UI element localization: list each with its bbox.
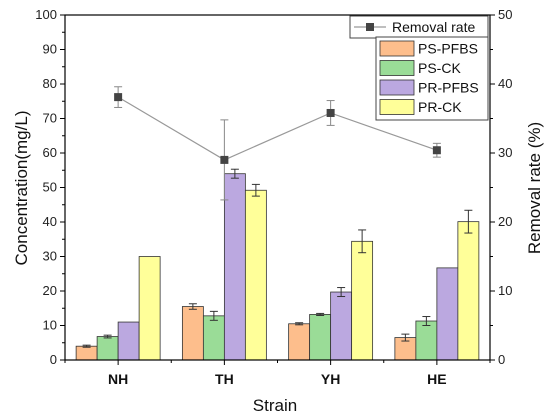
y-axis-title-left: Concentration(mg/L) (12, 111, 31, 266)
bar (181, 306, 204, 361)
x-tick-label: TH (215, 371, 234, 387)
legend-swatch (379, 99, 415, 115)
removal-rate-line-group (114, 86, 441, 201)
legend-label: Removal rate (392, 19, 475, 35)
bar (117, 321, 140, 361)
y-axis-title-right: Removal rate (%) (525, 122, 544, 254)
legend-swatch (379, 60, 415, 76)
legend-label: PS-CK (418, 60, 461, 76)
removal-rate-point (432, 146, 441, 155)
y-tick-label-right: 40 (498, 76, 512, 91)
bar (351, 240, 374, 361)
bar (309, 314, 332, 361)
legend-swatch (379, 40, 415, 57)
legend-line-marker (366, 23, 374, 31)
y-tick-label-left: 30 (43, 249, 57, 264)
bar (415, 320, 438, 361)
bar (75, 345, 98, 361)
y-tick-label-left: 90 (43, 42, 57, 57)
bar (330, 291, 353, 361)
legend-label: PR-CK (418, 99, 462, 115)
y-tick-label-right: 50 (498, 7, 512, 22)
x-tick-label: YH (321, 371, 340, 387)
removal-rate-point (220, 155, 229, 164)
y-tick-label-right: 30 (498, 145, 512, 160)
legend-swatch (379, 79, 415, 96)
y-tick-label-right: 20 (498, 214, 512, 229)
bar (436, 267, 459, 361)
y-tick-label-left: 80 (43, 76, 57, 91)
bar (244, 189, 267, 361)
bar (96, 336, 119, 361)
y-tick-label-left: 10 (43, 318, 57, 333)
y-tick-label-left: 40 (43, 214, 57, 229)
legend-label: PS-PFBS (418, 41, 478, 57)
removal-rate-line (117, 96, 438, 161)
bar (138, 256, 161, 361)
bar (457, 221, 480, 361)
y-tick-label-left: 100 (35, 7, 57, 22)
y-tick-label-left: 70 (43, 111, 57, 126)
bar (223, 173, 246, 361)
removal-rate-point (114, 93, 123, 102)
y-tick-label-left: 20 (43, 283, 57, 298)
bar (202, 315, 225, 361)
x-tick-label: HE (427, 371, 446, 387)
removal-rate-point (326, 108, 335, 117)
x-tick-label: NH (108, 371, 128, 387)
bar-group (75, 168, 480, 361)
legend-label: PR-PFBS (418, 80, 479, 96)
x-axis-title: Strain (253, 396, 297, 415)
y-tick-label-right: 10 (498, 283, 512, 298)
legend: Removal rate PS-PFBS PS-CK PR-PFBS PR-CK (349, 15, 489, 121)
axes-group: 0 10 20 30 40 50 60 70 80 90 100 0 10 20 30 40 50 NH TH YH H… (35, 7, 512, 387)
bar (288, 323, 311, 361)
y-tick-label-left: 60 (43, 145, 57, 160)
y-tick-label-right: 0 (498, 352, 505, 367)
y-tick-label-left: 0 (50, 352, 57, 367)
y-tick-label-left: 50 (43, 180, 57, 195)
